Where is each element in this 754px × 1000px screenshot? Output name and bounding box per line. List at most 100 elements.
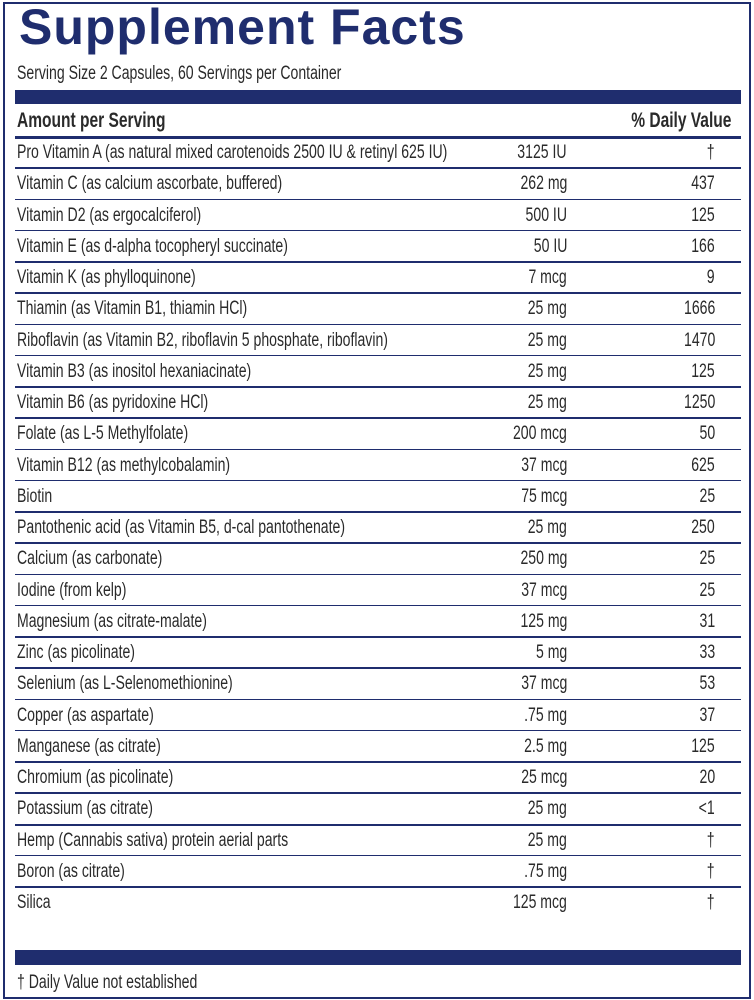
nutrient-dv-text: †: [707, 892, 715, 913]
nutrient-amount-text: 25 mg: [527, 298, 567, 320]
nutrient-name: Potassium (as citrate): [17, 793, 201, 824]
nutrient-dv-text: 20: [699, 767, 715, 788]
nutrient-dv-text: 53: [699, 673, 715, 695]
separator: [15, 354, 741, 357]
nutrient-dv: <1: [693, 793, 715, 824]
nutrient-amount-text: 2.5 mg: [524, 735, 567, 757]
nutrient-dv: †: [704, 856, 715, 887]
nutrient-dv: 25: [694, 481, 715, 512]
nutrient-name-text: Manganese (as citrate): [17, 735, 161, 757]
nutrient-name-text: Vitamin E (as d-alpha tocopheryl succina…: [17, 235, 288, 257]
nutrient-dv-text: 125: [691, 360, 715, 382]
supplement-label: Supplement Facts Serving Size 2 Capsules…: [3, 0, 751, 999]
separator: [15, 198, 741, 200]
nutrient-dv-text: 1666: [683, 298, 715, 320]
separator: [15, 636, 741, 638]
nutrient-amount: 2.5 mg: [509, 731, 567, 762]
nutrient-dv: 166: [683, 231, 715, 262]
separator: [15, 854, 741, 857]
nutrient-dv-text: 25: [699, 579, 715, 601]
nutrient-dv-text: 9: [707, 267, 715, 288]
nutrient-amount-text: 25 mg: [527, 798, 567, 820]
nutrient-amount-text: 250 mg: [520, 548, 567, 570]
separator: [15, 573, 741, 575]
nutrient-amount-text: 125 mcg: [513, 892, 567, 913]
nutrient-amount-text: 262 mg: [520, 173, 567, 195]
nutrient-amount: 50 IU: [522, 231, 567, 262]
nutrient-name: Vitamin B6 (as pyridoxine HCl): [17, 387, 275, 418]
nutrient-amount-text: 25 mg: [527, 392, 567, 413]
nutrient-dv-text: 1250: [683, 392, 715, 413]
separator: [15, 417, 741, 419]
nutrient-dv-text: 125: [691, 735, 715, 757]
separator: [15, 698, 741, 700]
nutrient-name: Boron (as citrate): [17, 856, 163, 887]
nutrient-amount-text: 25 mg: [527, 360, 567, 382]
nutrient-name: Vitamin K (as phylloquinone): [17, 262, 259, 293]
nutrient-dv-text: 50: [699, 423, 715, 445]
nutrient-name: Manganese (as citrate): [17, 731, 211, 762]
nutrient-name: Pantothenic acid (as Vitamin B5, d-cal p…: [17, 512, 460, 543]
nutrient-amount: 25 mg: [514, 793, 567, 824]
nutrient-dv-text: †: [707, 860, 715, 882]
nutrient-dv: †: [704, 137, 715, 168]
nutrient-dv-text: 1470: [683, 329, 715, 351]
nutrient-dv: †: [704, 825, 715, 856]
nutrient-dv: 53: [694, 668, 715, 699]
nutrient-dv: 625: [683, 450, 715, 481]
nutrient-dv: †: [704, 887, 715, 918]
nutrient-dv: 25: [694, 543, 715, 574]
nutrient-dv: 250: [683, 512, 715, 543]
nutrient-dv: 31: [694, 606, 715, 637]
nutrient-amount-text: 25 mg: [527, 329, 567, 351]
separator: [15, 136, 741, 139]
nutrient-name: Vitamin B3 (as inositol hexaniacinate): [17, 356, 334, 387]
nutrient-name-text: Silica: [17, 892, 51, 913]
nutrient-name: Silica: [17, 887, 62, 918]
nutrient-name: Selenium (as L-Selenomethionine): [17, 668, 309, 699]
nutrient-name: Calcium (as carbonate): [17, 543, 213, 574]
nutrient-name: Hemp (Cannabis sativa) protein aerial pa…: [17, 825, 383, 856]
nutrient-name-text: Riboflavin (as Vitamin B2, riboflavin 5 …: [17, 329, 388, 351]
nutrient-amount-text: 7 mcg: [528, 267, 567, 288]
nutrient-dv-text: <1: [698, 798, 715, 820]
nutrient-amount-text: 50 IU: [533, 235, 567, 257]
footnote-text: † Daily Value not established: [17, 972, 198, 993]
nutrient-amount: 25 mg: [514, 325, 567, 356]
nutrient-amount-text: 37 mcg: [520, 673, 567, 695]
nutrient-amount: 262 mg: [504, 168, 567, 199]
nutrient-dv-text: 166: [691, 235, 715, 257]
nutrient-amount: 250 mg: [504, 543, 567, 574]
separator: [15, 448, 741, 450]
nutrient-dv-text: †: [707, 142, 715, 163]
nutrient-name-text: Pro Vitamin A (as natural mixed caroteno…: [17, 142, 448, 163]
nutrient-name: Pro Vitamin A (as natural mixed caroteno…: [17, 137, 599, 168]
nutrient-amount-text: 25 mg: [527, 829, 567, 851]
nutrient-name: Magnesium (as citrate-malate): [17, 606, 274, 637]
nutrient-amount-text: 125 mg: [520, 610, 567, 632]
separator: [15, 823, 741, 826]
nutrient-dv-text: 625: [691, 454, 715, 476]
nutrient-name-text: Thiamin (as Vitamin B1, thiamin HCl): [17, 298, 248, 320]
nutrient-name: Folate (as L-5 Methylfolate): [17, 418, 248, 449]
nutrient-amount: 37 mcg: [505, 450, 567, 481]
separator: [15, 323, 741, 325]
nutrient-amount: 200 mcg: [494, 418, 567, 449]
separator: [15, 886, 741, 888]
nutrient-name-text: Iodine (from kelp): [17, 579, 127, 601]
serving-text: Serving Size 2 Capsules, 60 Servings per…: [17, 63, 342, 84]
nutrient-amount: .75 mg: [509, 700, 567, 731]
nutrient-amount: 37 mcg: [505, 575, 567, 606]
thick-bar: [15, 950, 741, 965]
nutrient-dv: 1250: [673, 387, 715, 418]
separator: [15, 792, 741, 794]
nutrient-amount: .75 mg: [509, 856, 567, 887]
separator: [15, 229, 741, 232]
nutrient-name: Chromium (as picolinate): [17, 762, 228, 793]
header-text: % Daily Value: [630, 109, 731, 132]
nutrient-amount: 125 mg: [504, 606, 567, 637]
nutrient-name-text: Hemp (Cannabis sativa) protein aerial pa…: [17, 829, 289, 851]
nutrient-name: Iodine (from kelp): [17, 575, 165, 606]
nutrient-amount: 3125 IU: [500, 137, 567, 168]
